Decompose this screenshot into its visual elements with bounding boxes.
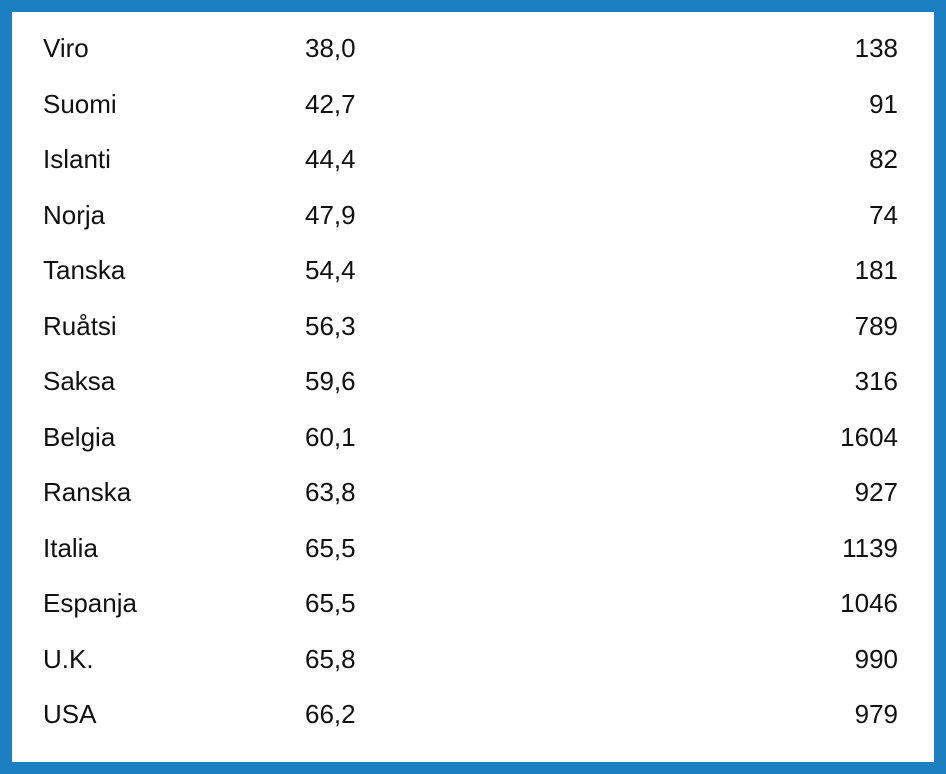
country: Italia (43, 532, 98, 563)
value-a: 63,8 (305, 477, 356, 507)
value-b: 1604 (840, 421, 898, 452)
country: Suomi (43, 88, 117, 119)
value-b: 990 (854, 643, 898, 674)
value-a: 38,0 (305, 33, 356, 63)
country: Belgia (43, 421, 116, 452)
value-b: 82 (869, 144, 898, 174)
value-b: 181 (854, 255, 898, 285)
value-a: 65,5 (305, 532, 356, 563)
country: USA (43, 699, 97, 729)
country: Saksa (43, 366, 116, 396)
value-b: 979 (854, 699, 898, 729)
value-b: 789 (854, 310, 898, 341)
value-a: 54,4 (305, 255, 356, 285)
value-a: 47,9 (305, 199, 356, 230)
value-a: 65,8 (305, 643, 356, 674)
value-b: 1046 (840, 588, 898, 618)
value-b: 91 (869, 88, 898, 119)
value-a: 44,4 (305, 144, 356, 174)
value-a: 66,2 (305, 699, 356, 729)
country: Ranska (43, 477, 132, 507)
value-a: 65,5 (305, 588, 356, 618)
value-a: 60,1 (305, 421, 356, 452)
value-a: 56,3 (305, 310, 356, 341)
country: Tanska (43, 255, 126, 285)
value-a: 42,7 (305, 88, 356, 119)
country: U.K. (43, 643, 94, 674)
country: Norja (43, 199, 106, 230)
country: Islanti (43, 144, 111, 174)
country: Espanja (43, 588, 137, 618)
table: Viro 38,0 138 Suomi 42,7 91 Islanti 44,4 82 Norja… (12, 12, 934, 762)
value-b: 74 (869, 199, 898, 230)
country: Viro (43, 33, 89, 63)
country: Ruåtsi (43, 310, 117, 341)
value-b: 316 (854, 366, 898, 396)
value-b: 138 (854, 33, 898, 63)
value-b: 1139 (842, 532, 898, 563)
value-a: 59,6 (305, 366, 356, 396)
value-b: 927 (854, 477, 898, 507)
